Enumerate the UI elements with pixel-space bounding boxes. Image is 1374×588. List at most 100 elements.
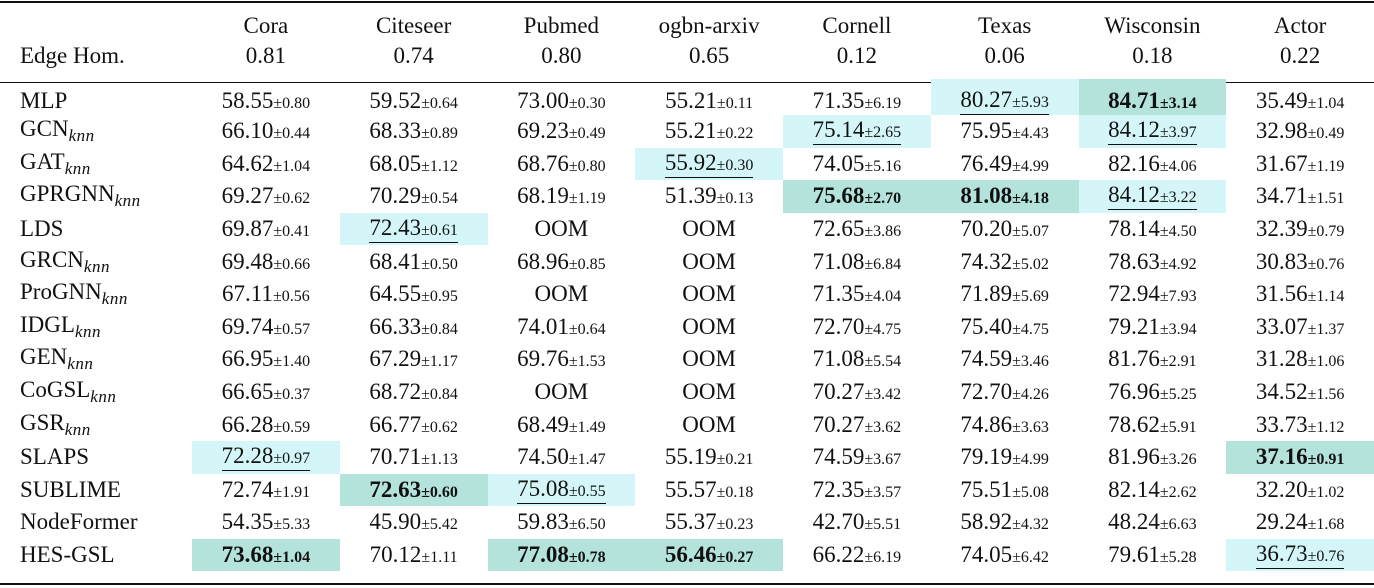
dataset-name: Wisconsin — [1104, 13, 1201, 38]
result-cell: 82.16±4.06 — [1079, 148, 1227, 181]
method-subscript: knn — [67, 354, 94, 374]
cell-content: 51.39±0.13 — [665, 183, 754, 209]
cell-content: 66.95±1.40 — [222, 346, 311, 372]
column-header: ogbn-arxiv 0.65 — [635, 0, 783, 79]
cell-content: 67.11±0.56 — [222, 281, 310, 307]
mean-value: 37.16 — [1255, 444, 1308, 470]
mean-value: 34.71 — [1255, 183, 1308, 209]
cell-content: OOM — [682, 249, 736, 275]
std-value: ±0.56 — [272, 288, 310, 306]
column-header: Pubmed 0.80 — [488, 0, 636, 79]
result-cell: 74.50±1.47 — [488, 441, 636, 474]
mean-value: 64.62 — [221, 150, 274, 176]
dataset-name: Citeseer — [375, 13, 452, 38]
result-cell: 42.70±5.51 — [783, 506, 931, 539]
result-cell: 68.05±1.12 — [340, 148, 488, 181]
std-value: ±0.54 — [421, 190, 458, 208]
std-value: ±3.57 — [864, 483, 902, 501]
result-cell: 79.21±3.94 — [1079, 311, 1227, 344]
result-cell: 66.65±0.37 — [192, 376, 340, 409]
dataset-name: Cora — [243, 13, 289, 38]
std-value: ±0.41 — [273, 223, 311, 241]
std-value: ±0.30 — [716, 156, 754, 174]
mean-value: 74.32 — [960, 248, 1013, 274]
result-cell: 71.08±5.54 — [783, 343, 931, 376]
std-value: ±1.68 — [1307, 516, 1345, 534]
method-name-cell: GENknn — [0, 343, 192, 376]
result-cell: OOM — [635, 245, 783, 278]
header-rule — [0, 82, 1374, 84]
result-cell: 48.24±6.63 — [1079, 506, 1227, 539]
cell-content: 74.32±5.02 — [960, 249, 1049, 275]
method-name-cell: GCNknn — [0, 115, 192, 148]
method-name: NodeFormer — [20, 509, 138, 535]
std-value: ±0.30 — [568, 95, 606, 112]
cell-content: 32.20±1.02 — [1256, 477, 1345, 503]
result-cell: 82.14±2.62 — [1079, 474, 1227, 507]
result-cell: 35.49±1.04 — [1226, 79, 1374, 115]
edge-homophily: 0.65 — [689, 43, 730, 68]
mean-value: 71.35 — [812, 88, 865, 113]
mean-value: 79.61 — [1108, 542, 1160, 568]
result-cell: 32.20±1.02 — [1226, 474, 1374, 507]
std-value: ±5.93 — [1012, 94, 1049, 111]
std-value: ±0.97 — [273, 450, 311, 468]
mean-value: OOM — [682, 379, 736, 405]
std-value: ±5.16 — [864, 157, 902, 175]
dataset-name: Cornell — [822, 13, 892, 38]
std-value: ±2.70 — [864, 190, 902, 208]
std-value: ±3.14 — [1159, 95, 1197, 112]
mean-value: OOM — [682, 281, 736, 307]
table-row: IDGLknn 69.74±0.57 66.33±0.84 74.01±0.64 OOM… — [0, 311, 1374, 344]
std-value: ±0.84 — [421, 320, 458, 338]
result-cell: 75.51±5.08 — [931, 474, 1079, 507]
result-cell: 69.76±1.53 — [488, 343, 636, 376]
corner-label: Edge Hom. — [20, 43, 125, 68]
method-name: MLP — [20, 88, 68, 113]
result-cell: 29.24±1.68 — [1226, 506, 1374, 539]
column-header: Citeseer 0.74 — [340, 0, 488, 79]
cell-content: 68.33±0.89 — [369, 118, 458, 144]
cell-content: 33.73±1.12 — [1256, 412, 1345, 438]
result-cell: 74.59±3.46 — [931, 343, 1079, 376]
method-name-cell: GATknn — [0, 148, 192, 181]
table-row: GRCNknn 69.48±0.66 68.41±0.50 68.96±0.85 OOM… — [0, 245, 1374, 278]
cell-content: 75.14±2.65 — [812, 117, 902, 146]
best-result-cell: 77.08±0.78 — [487, 538, 636, 572]
cell-content: 66.28±0.59 — [222, 412, 311, 438]
std-value: ±1.13 — [421, 451, 458, 469]
std-value: ±5.91 — [1159, 418, 1197, 436]
mean-value: 36.73 — [1255, 541, 1308, 567]
mean-value: 32.98 — [1255, 118, 1308, 144]
cell-content: 68.76±0.80 — [517, 151, 606, 177]
mean-value: OOM — [534, 216, 589, 242]
cell-content: 72.70±4.26 — [960, 379, 1049, 405]
mean-value: 75.68 — [812, 183, 865, 209]
method-name-cell: GPRGNNknn — [0, 180, 192, 213]
std-value: ±3.94 — [1159, 320, 1197, 338]
edge-homophily: 0.81 — [245, 43, 286, 68]
cell-content: 74.01±0.64 — [517, 314, 606, 340]
cell-content: 73.00±0.30 — [517, 88, 606, 114]
cell-content: 55.21±0.11 — [665, 88, 753, 114]
cell-content: 32.39±0.79 — [1256, 216, 1345, 242]
std-value: ±1.06 — [1307, 353, 1345, 371]
cell-content: 70.20±5.07 — [960, 216, 1049, 242]
result-cell: OOM — [488, 213, 636, 246]
cell-content: 55.19±0.21 — [665, 444, 754, 470]
cell-content: 70.27±3.62 — [813, 412, 902, 438]
mean-value: 74.59 — [960, 346, 1013, 372]
result-cell: OOM — [635, 278, 783, 311]
edge-homophily: 0.06 — [984, 43, 1025, 68]
cell-content: 54.35±5.33 — [222, 509, 311, 535]
second-best-result-cell: 84.12±3.97 — [1078, 115, 1227, 148]
mean-value: 72.43 — [369, 215, 422, 241]
mean-value: 33.07 — [1255, 313, 1308, 339]
mean-value: 74.86 — [960, 411, 1013, 437]
method-name-cell: MLP — [0, 79, 192, 115]
std-value: ±4.50 — [1159, 223, 1197, 241]
cell-content: 70.71±1.13 — [369, 444, 458, 470]
mean-value: OOM — [682, 411, 736, 437]
result-cell: 70.12±1.11 — [340, 539, 488, 572]
std-value: ±1.19 — [568, 190, 606, 208]
